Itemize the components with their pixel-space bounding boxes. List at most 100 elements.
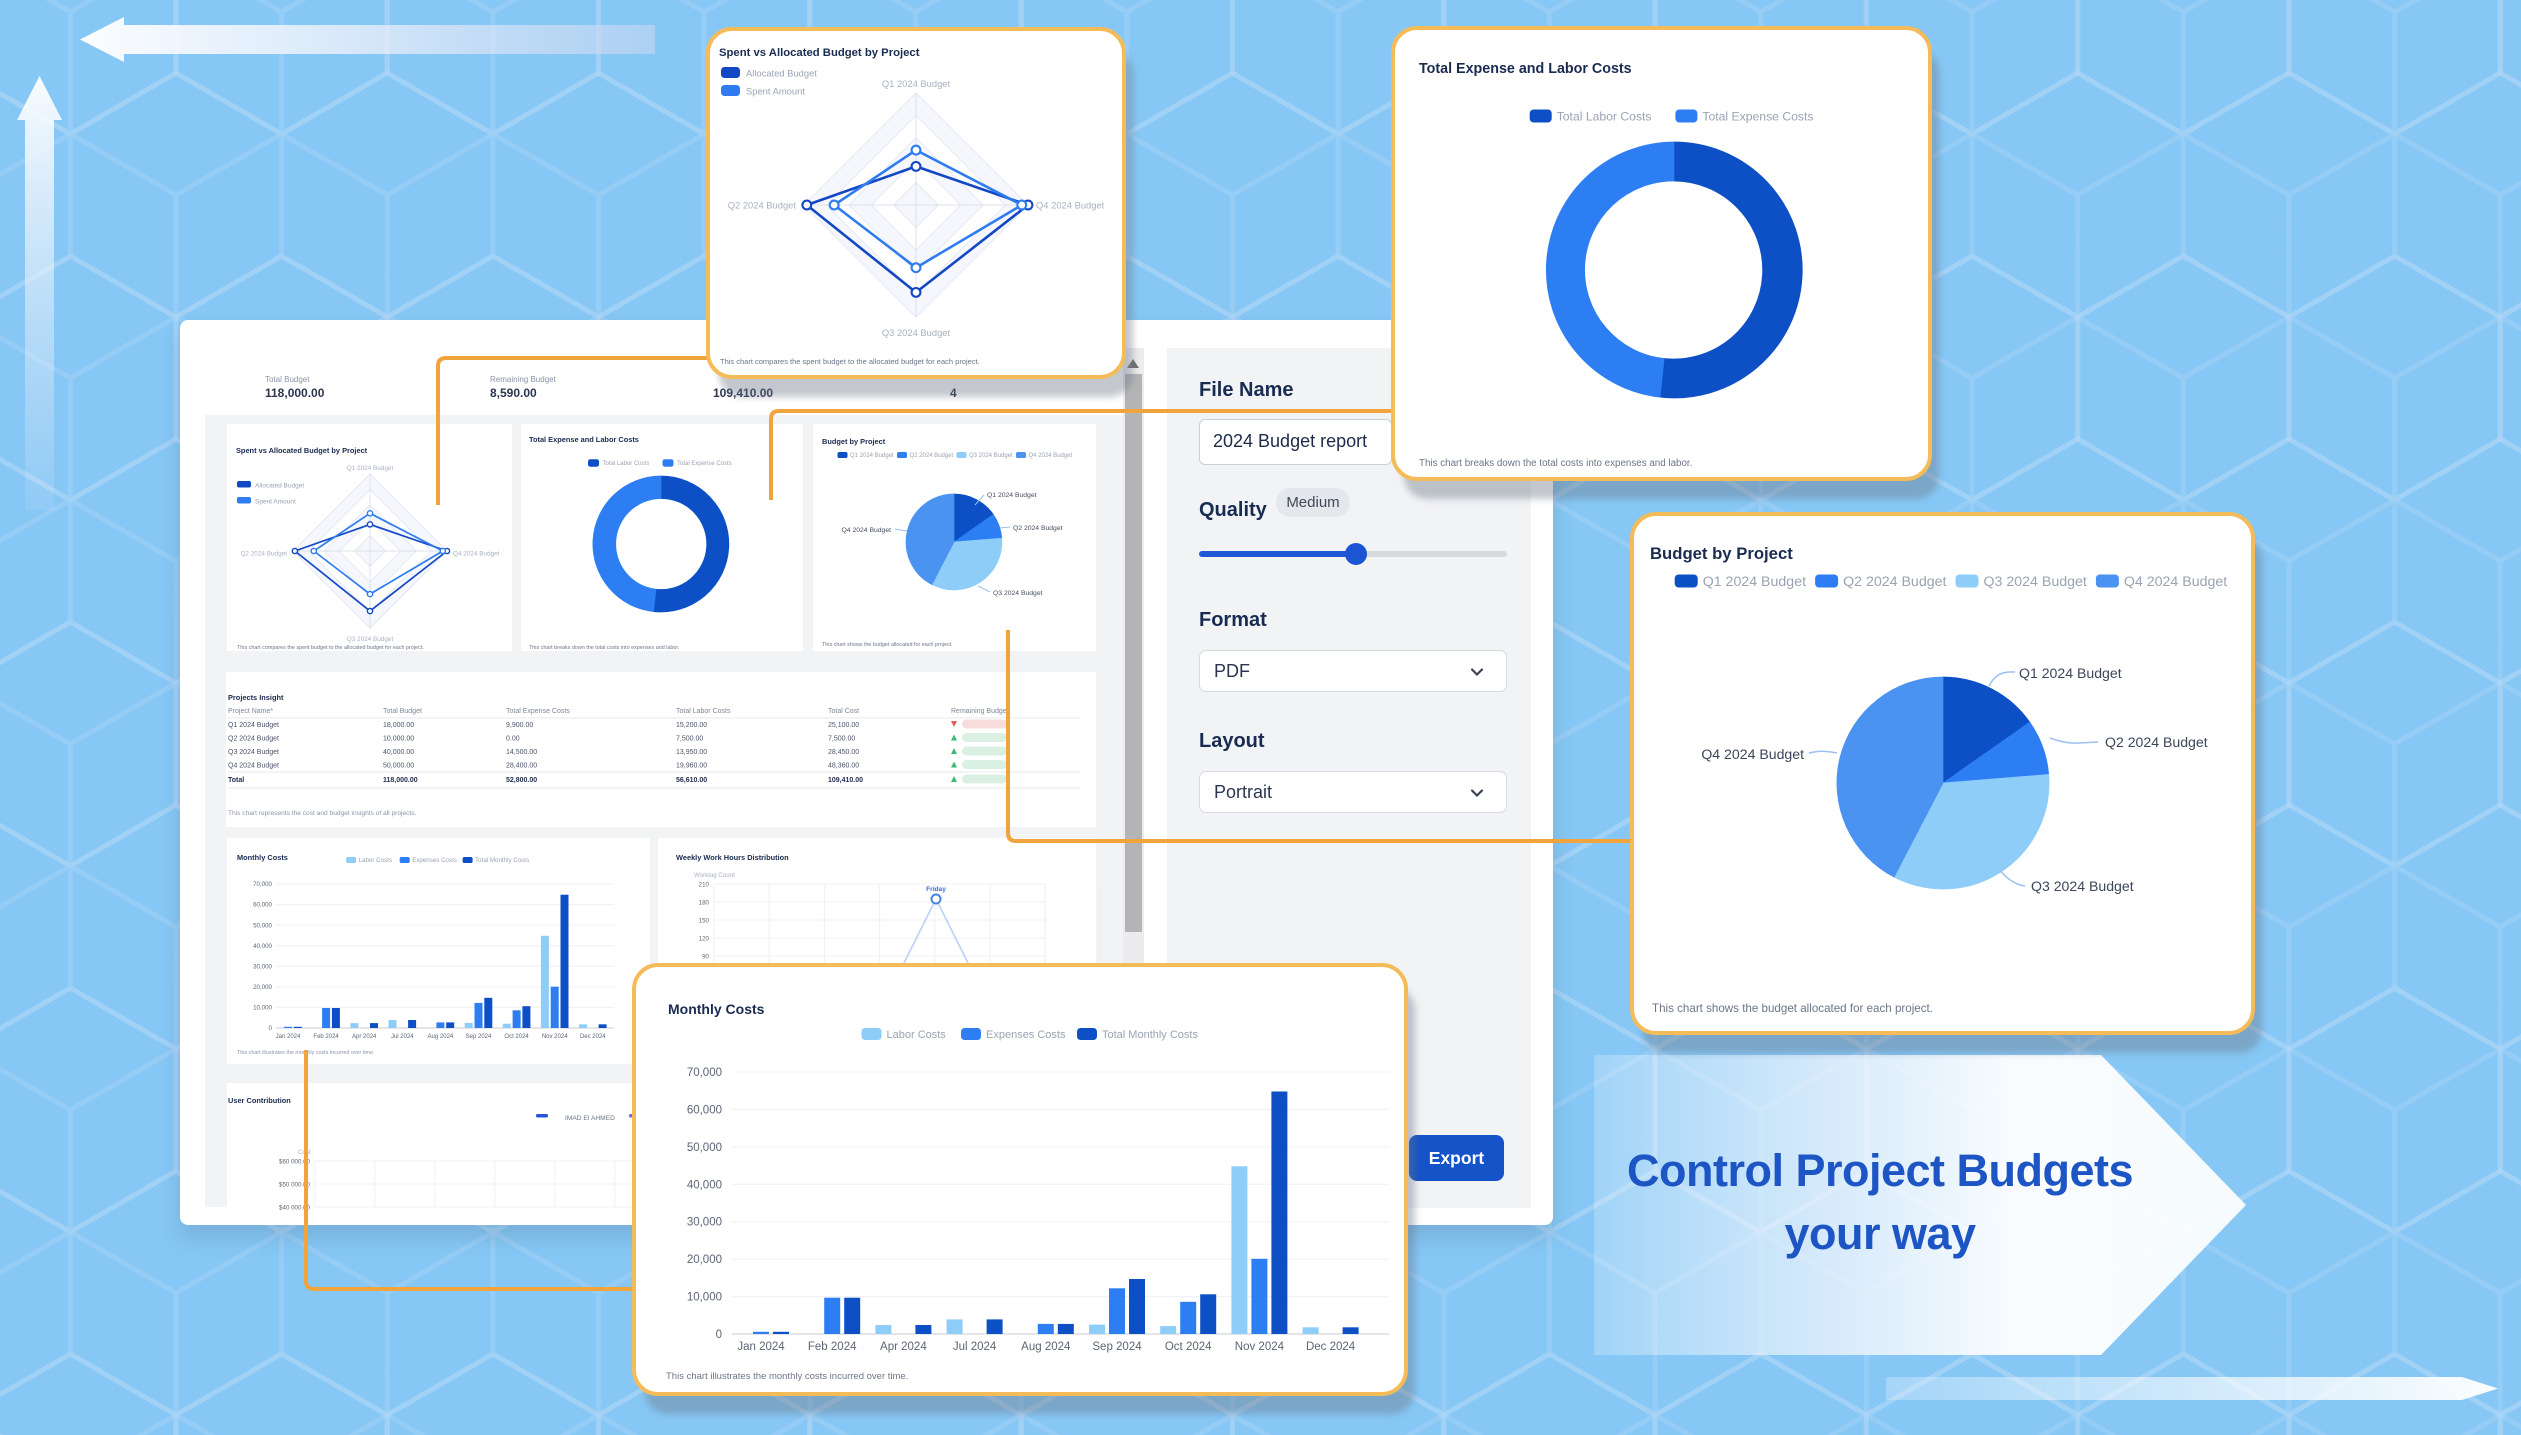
svg-text:Q4 2024 Budget: Q4 2024 Budget xyxy=(841,527,891,534)
svg-text:4: 4 xyxy=(950,386,957,400)
svg-text:Q3 2024 Budget: Q3 2024 Budget xyxy=(228,749,279,756)
svg-text:Labor Costs: Labor Costs xyxy=(359,857,392,864)
svg-text:Oct 2024: Oct 2024 xyxy=(1165,1341,1212,1353)
svg-text:Q2 2024 Budget: Q2 2024 Budget xyxy=(1013,525,1063,532)
svg-text:Dec 2024: Dec 2024 xyxy=(1306,1341,1356,1353)
svg-text:This chart shows the budget al: This chart shows the budget allocated fo… xyxy=(822,642,953,648)
svg-text:Total: Total xyxy=(228,777,244,784)
svg-text:Total Labor Costs: Total Labor Costs xyxy=(1557,109,1652,123)
svg-text:Monthly Costs: Monthly Costs xyxy=(237,853,288,862)
svg-text:Q3 2024 Budget: Q3 2024 Budget xyxy=(1984,574,2087,590)
svg-text:18,000.00: 18,000.00 xyxy=(383,722,414,729)
svg-text:30,000: 30,000 xyxy=(253,964,272,971)
svg-text:Q3 2024 Budget: Q3 2024 Budget xyxy=(2031,878,2134,894)
svg-text:14,500.00: 14,500.00 xyxy=(506,749,537,756)
svg-text:50,000: 50,000 xyxy=(253,922,272,929)
svg-text:9,900.00: 9,900.00 xyxy=(506,722,533,729)
svg-text:Remaining Budget: Remaining Budget xyxy=(951,708,1009,715)
svg-text:Aug 2024: Aug 2024 xyxy=(1021,1341,1071,1353)
svg-text:Apr 2024: Apr 2024 xyxy=(352,1034,377,1040)
svg-text:Q3 2024 Budget: Q3 2024 Budget xyxy=(347,636,394,643)
svg-text:52,800.00: 52,800.00 xyxy=(506,777,537,784)
svg-text:This chart compares the spent: This chart compares the spent budget to … xyxy=(720,357,980,366)
svg-text:Q4 2024 Budget: Q4 2024 Budget xyxy=(1701,746,1804,762)
svg-text:Q4 2024 Budget: Q4 2024 Budget xyxy=(453,551,500,558)
svg-text:Q1 2024 Budget: Q1 2024 Budget xyxy=(228,722,279,729)
svg-text:70,000: 70,000 xyxy=(687,1067,722,1079)
svg-text:Q3 2024 Budget: Q3 2024 Budget xyxy=(993,590,1043,597)
svg-text:56,610.00: 56,610.00 xyxy=(676,777,707,784)
svg-text:Total Budget: Total Budget xyxy=(383,708,422,715)
svg-text:19,960.00: 19,960.00 xyxy=(676,763,707,770)
svg-text:7,500.00: 7,500.00 xyxy=(828,736,855,743)
svg-text:Total Expense Costs: Total Expense Costs xyxy=(506,708,570,715)
svg-text:50,000: 50,000 xyxy=(687,1142,722,1154)
svg-text:Budget by Project: Budget by Project xyxy=(822,437,886,446)
svg-text:118,000.00: 118,000.00 xyxy=(265,386,325,400)
svg-text:Total Monthly Costs: Total Monthly Costs xyxy=(475,857,529,864)
svg-text:Jul 2024: Jul 2024 xyxy=(391,1034,414,1040)
svg-text:Total Labor Costs: Total Labor Costs xyxy=(676,708,731,715)
svg-text:Dec 2024: Dec 2024 xyxy=(580,1034,606,1040)
svg-text:Worklog Count: Worklog Count xyxy=(694,872,735,879)
svg-text:25,100.00: 25,100.00 xyxy=(828,722,859,729)
svg-text:This chart breaks down the tot: This chart breaks down the total costs i… xyxy=(1419,458,1692,469)
svg-text:$60 000.00: $60 000.00 xyxy=(279,1159,311,1166)
svg-text:10,000: 10,000 xyxy=(687,1292,722,1304)
svg-text:Total Expense and Labor Costs: Total Expense and Labor Costs xyxy=(529,435,639,444)
svg-text:Total Labor Costs: Total Labor Costs xyxy=(603,461,650,467)
svg-text:Allocated Budget: Allocated Budget xyxy=(255,483,304,490)
svg-text:90: 90 xyxy=(702,954,709,961)
svg-text:Q1 2024 Budget: Q1 2024 Budget xyxy=(882,78,951,89)
svg-text:40,000: 40,000 xyxy=(687,1179,722,1191)
svg-text:Q2 2024 Budget: Q2 2024 Budget xyxy=(240,551,287,558)
svg-text:Oct 2024: Oct 2024 xyxy=(504,1034,529,1040)
svg-text:Aug 2024: Aug 2024 xyxy=(428,1034,454,1040)
svg-text:Monthly Costs: Monthly Costs xyxy=(668,1001,765,1017)
svg-text:Q1 2024 Budget: Q1 2024 Budget xyxy=(850,453,894,459)
svg-text:10,000: 10,000 xyxy=(253,1005,272,1012)
svg-text:109,410.00: 109,410.00 xyxy=(713,386,773,400)
svg-text:Projects Insight: Projects Insight xyxy=(228,693,284,702)
svg-text:Total Expense and Labor Costs: Total Expense and Labor Costs xyxy=(1419,61,1632,77)
svg-text:Friday: Friday xyxy=(926,886,946,893)
svg-text:Q2 2024 Budget: Q2 2024 Budget xyxy=(2105,734,2208,750)
svg-text:Q2 2024 Budget: Q2 2024 Budget xyxy=(728,200,797,211)
svg-text:60,000: 60,000 xyxy=(687,1105,722,1117)
svg-text:This chart breaks down the tot: This chart breaks down the total costs i… xyxy=(529,645,679,651)
svg-text:20,000: 20,000 xyxy=(687,1254,722,1266)
svg-text:Apr 2024: Apr 2024 xyxy=(880,1341,927,1353)
svg-text:Budget by Project: Budget by Project xyxy=(1650,544,1793,563)
svg-text:Feb 2024: Feb 2024 xyxy=(313,1034,339,1040)
svg-text:Q2 2024 Budget: Q2 2024 Budget xyxy=(228,736,279,743)
svg-text:Remaining Budget: Remaining Budget xyxy=(490,375,557,384)
svg-text:Total Expense Costs: Total Expense Costs xyxy=(1702,109,1813,123)
svg-text:Q1 2024 Budget: Q1 2024 Budget xyxy=(347,465,394,472)
svg-text:210: 210 xyxy=(699,882,710,889)
svg-text:Total Cost: Total Cost xyxy=(828,708,859,715)
svg-text:Total Monthly Costs: Total Monthly Costs xyxy=(1102,1029,1198,1041)
svg-text:Q1 2024 Budget: Q1 2024 Budget xyxy=(2019,665,2122,681)
svg-text:50,000.00: 50,000.00 xyxy=(383,763,414,770)
svg-text:40,000.00: 40,000.00 xyxy=(383,749,414,756)
svg-text:0: 0 xyxy=(716,1329,722,1341)
svg-text:IMAD EI AHMED: IMAD EI AHMED xyxy=(565,1115,615,1122)
svg-text:Sep 2024: Sep 2024 xyxy=(1092,1341,1142,1353)
svg-text:Q3 2024 Budget: Q3 2024 Budget xyxy=(882,327,951,338)
svg-text:70,000: 70,000 xyxy=(253,881,272,888)
svg-text:13,950.00: 13,950.00 xyxy=(676,749,707,756)
svg-text:Expenses Costs: Expenses Costs xyxy=(412,857,457,864)
svg-text:This chart shows the budget al: This chart shows the budget allocated fo… xyxy=(1652,1002,1933,1015)
svg-text:28,450.00: 28,450.00 xyxy=(828,749,859,756)
svg-text:Labor Costs: Labor Costs xyxy=(887,1029,947,1041)
svg-text:120: 120 xyxy=(699,936,710,943)
svg-text:Spent Amount: Spent Amount xyxy=(746,86,805,97)
svg-text:Spent vs Allocated Budget by P: Spent vs Allocated Budget by Project xyxy=(236,446,368,455)
svg-text:Expenses Costs: Expenses Costs xyxy=(986,1029,1066,1041)
svg-text:$40 000.00: $40 000.00 xyxy=(279,1205,311,1212)
svg-text:Jan 2024: Jan 2024 xyxy=(276,1034,301,1040)
svg-text:Q4 2024 Budget: Q4 2024 Budget xyxy=(1036,200,1105,211)
svg-text:8,590.00: 8,590.00 xyxy=(490,386,537,400)
svg-text:30,000: 30,000 xyxy=(687,1217,722,1229)
svg-text:48,360.00: 48,360.00 xyxy=(828,763,859,770)
